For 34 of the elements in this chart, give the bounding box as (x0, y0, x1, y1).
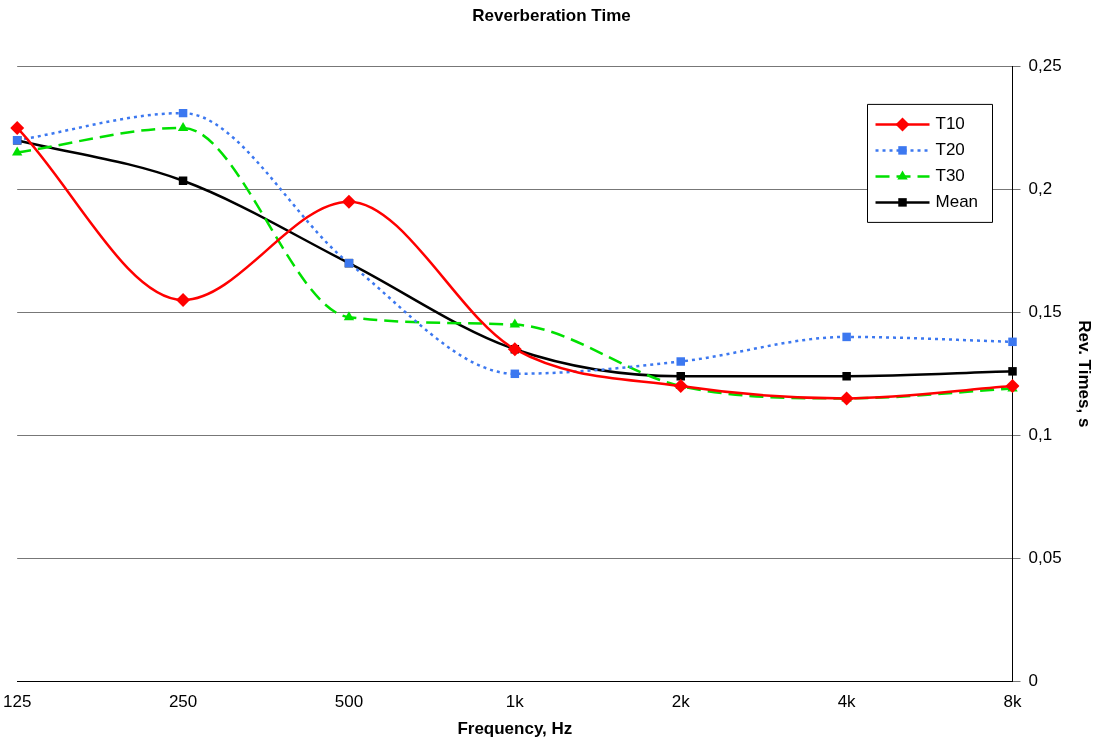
y-tick-label: 0,2 (1028, 179, 1053, 199)
point (177, 121, 189, 131)
point (176, 293, 191, 308)
point (842, 332, 851, 342)
point (839, 391, 854, 406)
x-tick-label: 125 (2, 692, 32, 712)
legend-label: Mean (935, 192, 979, 212)
x-tick-label: 2k (671, 692, 691, 712)
chart-title: Reverberation Time (472, 5, 631, 25)
legend-label: T20 (935, 140, 965, 160)
y-axis-title: Rev. Times, s (1075, 320, 1095, 428)
point (509, 318, 521, 328)
x-tick-label: 8k (1003, 692, 1022, 712)
y-tick-label: 0 (1028, 670, 1038, 690)
point (1008, 337, 1017, 347)
x-tick-label: 4k (837, 692, 857, 712)
point (10, 120, 25, 135)
y-tick-label: 0,25 (1028, 56, 1062, 76)
legend-label: T30 (935, 166, 965, 186)
legend-label: T10 (935, 114, 965, 134)
x-tick-label: 1k (505, 692, 525, 712)
point (343, 311, 355, 321)
point (1008, 367, 1017, 376)
point (676, 357, 685, 366)
point (842, 372, 851, 381)
point (676, 372, 685, 381)
y-tick-label: 0,15 (1028, 302, 1062, 322)
x-tick-label: 500 (334, 692, 364, 712)
y-tick-label: 0,05 (1028, 547, 1062, 567)
x-tick-label: 250 (168, 692, 198, 712)
point (341, 194, 356, 209)
y-tick-label: 0,1 (1028, 424, 1053, 444)
x-axis-title: Frequency, Hz (457, 719, 573, 739)
point (673, 379, 688, 394)
